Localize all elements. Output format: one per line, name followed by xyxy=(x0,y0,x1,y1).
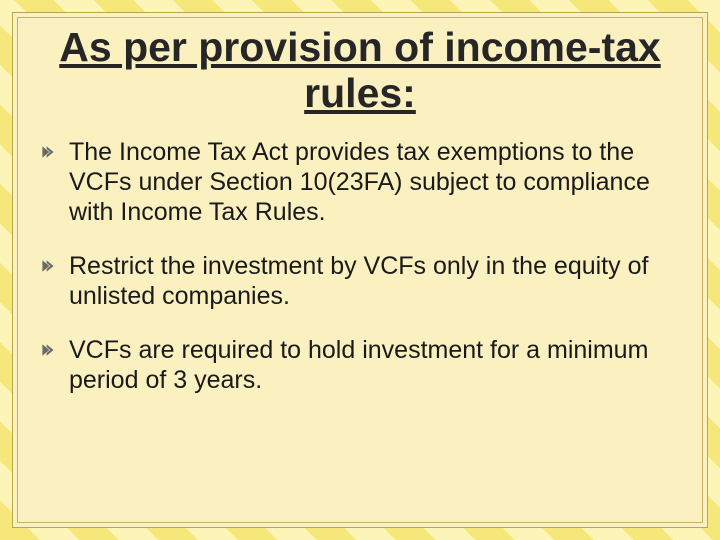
list-item: Restrict the investment by VCFs only in … xyxy=(41,251,679,311)
slide-title: As per provision of income-tax rules: xyxy=(37,25,683,117)
bullet-list: The Income Tax Act provides tax exemptio… xyxy=(37,137,683,507)
chevron-icon xyxy=(41,259,55,273)
bullet-text: Restrict the investment by VCFs only in … xyxy=(69,251,679,311)
list-item: The Income Tax Act provides tax exemptio… xyxy=(41,137,679,227)
bullet-text: VCFs are required to hold investment for… xyxy=(69,335,679,395)
chevron-icon xyxy=(41,343,55,357)
content-box: As per provision of income-tax rules: Th… xyxy=(12,12,708,528)
list-item: VCFs are required to hold investment for… xyxy=(41,335,679,395)
slide: As per provision of income-tax rules: Th… xyxy=(0,0,720,540)
bullet-text: The Income Tax Act provides tax exemptio… xyxy=(69,137,679,227)
chevron-icon xyxy=(41,145,55,159)
